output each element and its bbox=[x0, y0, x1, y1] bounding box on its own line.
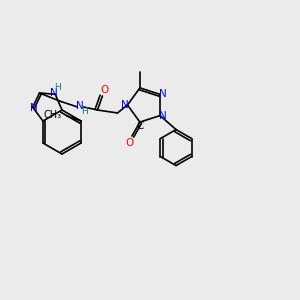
Text: O: O bbox=[100, 85, 109, 95]
Text: CH₃: CH₃ bbox=[44, 110, 62, 120]
Text: O: O bbox=[126, 138, 134, 148]
Text: N: N bbox=[121, 100, 128, 110]
Text: N: N bbox=[76, 101, 83, 111]
Text: N: N bbox=[159, 111, 167, 121]
Text: N: N bbox=[159, 89, 167, 99]
Text: C: C bbox=[136, 121, 144, 131]
Text: H: H bbox=[81, 107, 88, 116]
Text: N: N bbox=[50, 88, 58, 98]
Text: H: H bbox=[54, 83, 61, 92]
Text: N: N bbox=[30, 103, 38, 113]
